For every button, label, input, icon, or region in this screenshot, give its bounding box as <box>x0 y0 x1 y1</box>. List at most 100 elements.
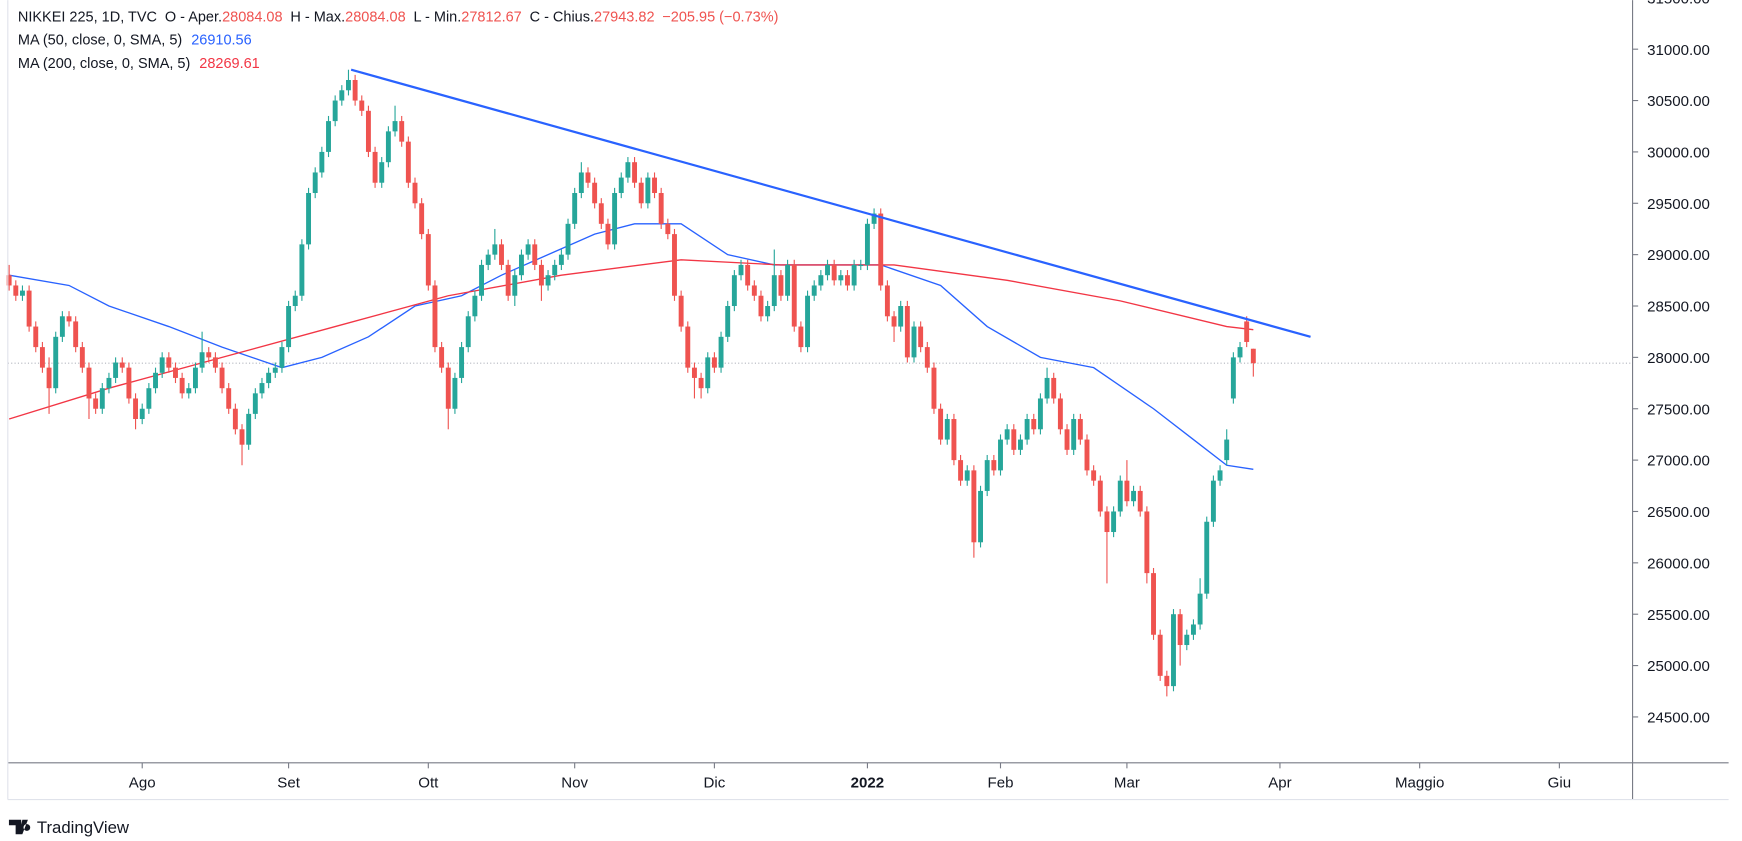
candle-body <box>864 223 870 265</box>
candle-body <box>705 357 711 389</box>
candle-body <box>46 367 52 389</box>
candle-body <box>399 121 405 142</box>
candle-body <box>126 367 132 399</box>
candle-body <box>292 295 298 307</box>
candle-body <box>266 372 272 384</box>
candle-body <box>1064 429 1070 450</box>
candle-body <box>964 470 970 481</box>
brand: TradingView <box>37 818 130 837</box>
candle-body <box>532 244 538 265</box>
candle-body <box>578 172 584 194</box>
candle-body <box>745 264 751 286</box>
candle-body <box>306 193 312 245</box>
x-tick-label: Ago <box>129 774 156 791</box>
candle-body <box>884 285 890 317</box>
candle-body <box>299 244 305 296</box>
candle-body <box>858 264 864 267</box>
candle-body <box>1244 321 1250 342</box>
candle-body <box>871 213 877 224</box>
candle-body <box>805 295 811 348</box>
candle-body <box>971 470 977 543</box>
candle-body <box>339 90 345 101</box>
candle-body <box>133 398 139 420</box>
candle-body <box>206 352 212 358</box>
legend-symbol: NIKKEI 225, 1D, TVC <box>18 9 157 25</box>
y-tick-label: 29500.00 <box>1647 196 1710 213</box>
candle-body <box>312 172 318 194</box>
candle-body <box>425 234 431 286</box>
candle-body <box>465 316 471 348</box>
candle-body <box>472 295 478 317</box>
candle-body <box>585 172 591 183</box>
candle-body <box>845 275 850 286</box>
candle-body <box>672 234 677 296</box>
candle-body <box>718 336 724 368</box>
x-tick-label: Set <box>277 774 300 791</box>
candle-body <box>1057 398 1063 430</box>
y-tick-label: 25000.00 <box>1647 658 1710 675</box>
x-tick-label: 2022 <box>851 774 885 791</box>
candle-body <box>479 264 484 296</box>
candle-body <box>598 203 604 224</box>
marks-layer <box>6 68 1311 697</box>
candle-body <box>811 285 817 296</box>
candle-body <box>738 264 744 276</box>
footer-logo[interactable]: TradingView <box>8 818 130 837</box>
candle-body <box>432 285 438 348</box>
candle-body <box>951 419 957 461</box>
candle-body <box>379 162 385 183</box>
candle-body <box>173 367 178 378</box>
candle-body <box>678 295 684 327</box>
candle-body <box>1157 634 1163 676</box>
candle-body <box>958 460 964 481</box>
candle-body <box>192 367 198 389</box>
y-tick-label: 25500.00 <box>1647 607 1710 624</box>
candle-body <box>159 357 165 373</box>
y-tick-label: 26500.00 <box>1647 504 1710 521</box>
candle-body <box>618 177 624 194</box>
candle-body <box>1018 439 1023 450</box>
candle-body <box>652 177 657 194</box>
candle-body <box>326 121 331 152</box>
candle-body <box>1097 480 1103 512</box>
candle-body <box>778 275 784 296</box>
candle-body <box>365 110 371 152</box>
x-tick-label: Ott <box>418 774 439 791</box>
candle-body <box>1237 347 1243 358</box>
candle-body <box>39 347 45 368</box>
candle-body <box>1104 511 1110 533</box>
candle-body <box>545 275 551 286</box>
candle-body <box>538 264 544 286</box>
candle-body <box>938 408 944 440</box>
moving-average <box>9 223 1254 470</box>
candle-body <box>1164 675 1170 687</box>
candle-body <box>1037 398 1043 430</box>
y-tick-label: 24500.00 <box>1647 710 1710 727</box>
legend-change: −205.95 (−0.73%) <box>662 9 778 25</box>
x-tick-label: Feb <box>988 774 1014 791</box>
candle-body <box>612 193 618 245</box>
candle-body <box>385 131 391 163</box>
candle-body <box>512 275 518 296</box>
candle-body <box>552 264 558 276</box>
candle-body <box>459 347 465 378</box>
legend-field-label: L - Min. <box>413 9 461 25</box>
candle-body <box>485 254 491 265</box>
candle-body <box>758 295 764 317</box>
candle-body <box>252 393 258 414</box>
legend-ma-value: 28269.61 <box>199 56 259 72</box>
legend-field-label: H - Max. <box>290 9 345 25</box>
candle-body <box>106 377 112 389</box>
legend-ma50: MA (50, close, 0, SMA, 5) 26910.56 <box>18 33 252 49</box>
candle-body <box>998 439 1003 471</box>
x-tick-label: Apr <box>1268 774 1291 791</box>
legend-field-value: 28084.08 <box>222 9 282 25</box>
x-tick-label: Mar <box>1114 774 1140 791</box>
candle-body <box>984 460 990 491</box>
candle-body <box>146 388 152 409</box>
candle-body <box>212 357 218 368</box>
candle-body <box>565 223 571 255</box>
candle-body <box>944 419 950 440</box>
trendline <box>350 68 1311 338</box>
